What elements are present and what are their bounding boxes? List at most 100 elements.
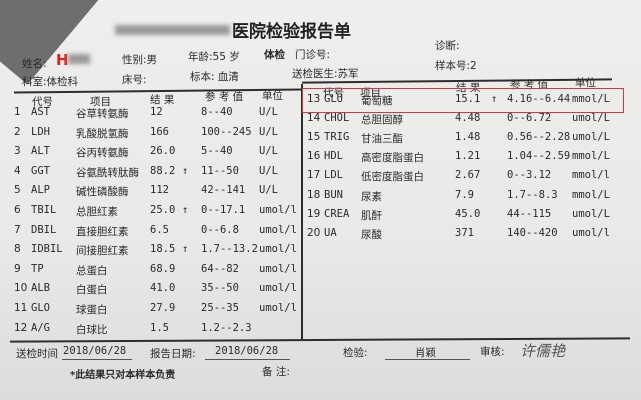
referring-doctor: 送检医生:苏军 — [292, 68, 359, 80]
test-code: A/G — [31, 321, 50, 334]
table-row: 6 TBIL 总胆红素 25.0 ↑ 0--17.1 umol/l — [14, 204, 314, 222]
abnormal-flag: ↑ — [182, 164, 189, 177]
reference-range: 1.04--2.59 — [507, 150, 571, 163]
col-reference: 参 考 值 — [205, 91, 244, 103]
col-item-right: 项目 — [360, 87, 381, 99]
table-corner-shadow — [0, 0, 105, 85]
result-value: 1.48 — [455, 131, 481, 144]
table-row: 16 HDL 高密度脂蛋白 1.21 1.04--2.59 mmol/L — [307, 150, 610, 168]
row-number: 4 — [14, 164, 21, 177]
column-divider — [301, 84, 303, 339]
test-name: 乳酸脱氢酶 — [76, 127, 129, 140]
unit: umol/L — [572, 131, 610, 144]
result-value: 18.5 — [150, 243, 176, 256]
reference-range: 4.16--6.44 — [507, 93, 571, 105]
row-number: 19 — [307, 207, 321, 220]
test-code: LDH — [31, 125, 50, 138]
test-name: 甘油三酯 — [361, 133, 403, 146]
row-number: 13 — [307, 93, 321, 105]
unit: mmol/L — [572, 93, 610, 105]
table-row: 12 A/G 白球比 1.5 1.2--2.3 — [14, 322, 314, 340]
row-number: 5 — [14, 184, 21, 197]
unit: U/L — [259, 164, 278, 177]
result-value: 2.67 — [455, 169, 481, 182]
reference-range: 0.56--2.28 — [507, 131, 571, 144]
result-value: 1.5 — [150, 321, 169, 334]
result-value: 26.0 — [150, 145, 176, 158]
unit: U/L — [259, 125, 278, 138]
test-name: 低密度脂蛋白 — [361, 171, 424, 184]
exam-type: 体检 — [264, 49, 285, 61]
sample-no: 样本号:2 — [435, 60, 477, 72]
test-code: TRIG — [324, 131, 350, 144]
department: 科室:体检科 — [22, 76, 79, 88]
reference-range: 0--6.8 — [201, 223, 239, 236]
col-code: 代号 — [32, 96, 53, 108]
blurred-hospital-name — [115, 25, 230, 35]
row-number: 9 — [14, 262, 21, 275]
test-name: 总胆固醇 — [361, 114, 403, 127]
row-number: 2 — [14, 125, 21, 138]
test-code: GLU — [324, 93, 343, 105]
table-row: 3 ALT 谷丙转氨酶 26.0 5--40 U/L — [14, 145, 314, 163]
table-row: 4 GGT 谷氨酰转肽酶 88.2 ↑ 11--50 U/L — [14, 165, 314, 183]
test-code: HDL — [324, 150, 343, 163]
test-name: 高密度脂蛋白 — [361, 152, 424, 165]
table-row: 7 DBIL 直接胆红素 6.5 0--6.8 umol/l — [14, 224, 314, 242]
reference-range: 44--115 — [507, 207, 552, 220]
unit: umol/l — [259, 282, 297, 295]
result-value: 45.0 — [455, 207, 481, 220]
abnormal-flag: ↑ — [491, 93, 498, 105]
row-number: 18 — [307, 188, 321, 201]
reference-range: 25--35 — [201, 302, 239, 314]
unit: mmol/l — [572, 169, 610, 182]
result-value: 41.0 — [150, 282, 176, 295]
result-value: 112 — [150, 184, 169, 197]
test-code: ALT — [31, 145, 50, 158]
abnormal-flag: ↑ — [182, 243, 189, 256]
report-date: 2018/06/28 — [215, 345, 279, 357]
unit: U/L — [259, 145, 278, 158]
col-unit: 单位 — [262, 90, 283, 102]
unit: umol/L — [572, 207, 610, 220]
row-number: 20 — [307, 226, 321, 239]
test-code: DBIL — [31, 223, 57, 236]
col-result: 结 果 — [150, 94, 175, 106]
test-code: IDBIL — [31, 243, 63, 256]
row-number: 3 — [14, 145, 21, 158]
outpatient-no: 门诊号: — [295, 49, 331, 61]
reference-range: 64--82 — [201, 262, 239, 275]
abnormal-flag: ↑ — [182, 204, 189, 216]
gender: 性别:男 — [122, 54, 158, 66]
test-name: 碱性磷酸酶 — [76, 186, 129, 199]
test-name: 总胆红素 — [76, 206, 118, 218]
result-value: 88.2 — [150, 164, 176, 177]
test-code: ALP — [31, 184, 50, 197]
disclaimer: *此结果只对本样本负责 — [70, 370, 176, 381]
glucose-highlight-box — [302, 88, 624, 113]
row-number: 10 — [14, 282, 28, 295]
test-code: ALB — [31, 282, 50, 295]
test-name: 谷氨酰转肽酶 — [76, 166, 139, 179]
table-row: 10 ALB 白蛋白 41.0 35--50 umol/l — [14, 282, 314, 300]
reference-range: 42--141 — [201, 184, 246, 197]
unit: mmol/L — [572, 188, 610, 201]
reviewer-signature: 许儒艳 — [520, 342, 566, 360]
unit: mmol/L — [572, 150, 610, 163]
test-code: GLO — [31, 302, 50, 314]
blurred-patient-name — [68, 54, 90, 64]
reference-range: 8--40 — [201, 106, 233, 118]
test-name: 肌酐 — [361, 209, 382, 222]
reference-range: 0--3.12 — [507, 169, 552, 182]
unit: umol/L — [572, 112, 610, 125]
test-name: 尿酸 — [361, 228, 382, 241]
result-value: 371 — [455, 226, 474, 239]
test-code: GGT — [31, 164, 50, 177]
row-number: 17 — [307, 169, 321, 182]
reviewer-label: 审核: — [480, 346, 505, 358]
reference-range: 140--420 — [507, 226, 558, 239]
result-value: 25.0 — [150, 204, 176, 216]
reference-range: 0--6.72 — [507, 112, 552, 125]
row-number: 14 — [307, 112, 321, 125]
